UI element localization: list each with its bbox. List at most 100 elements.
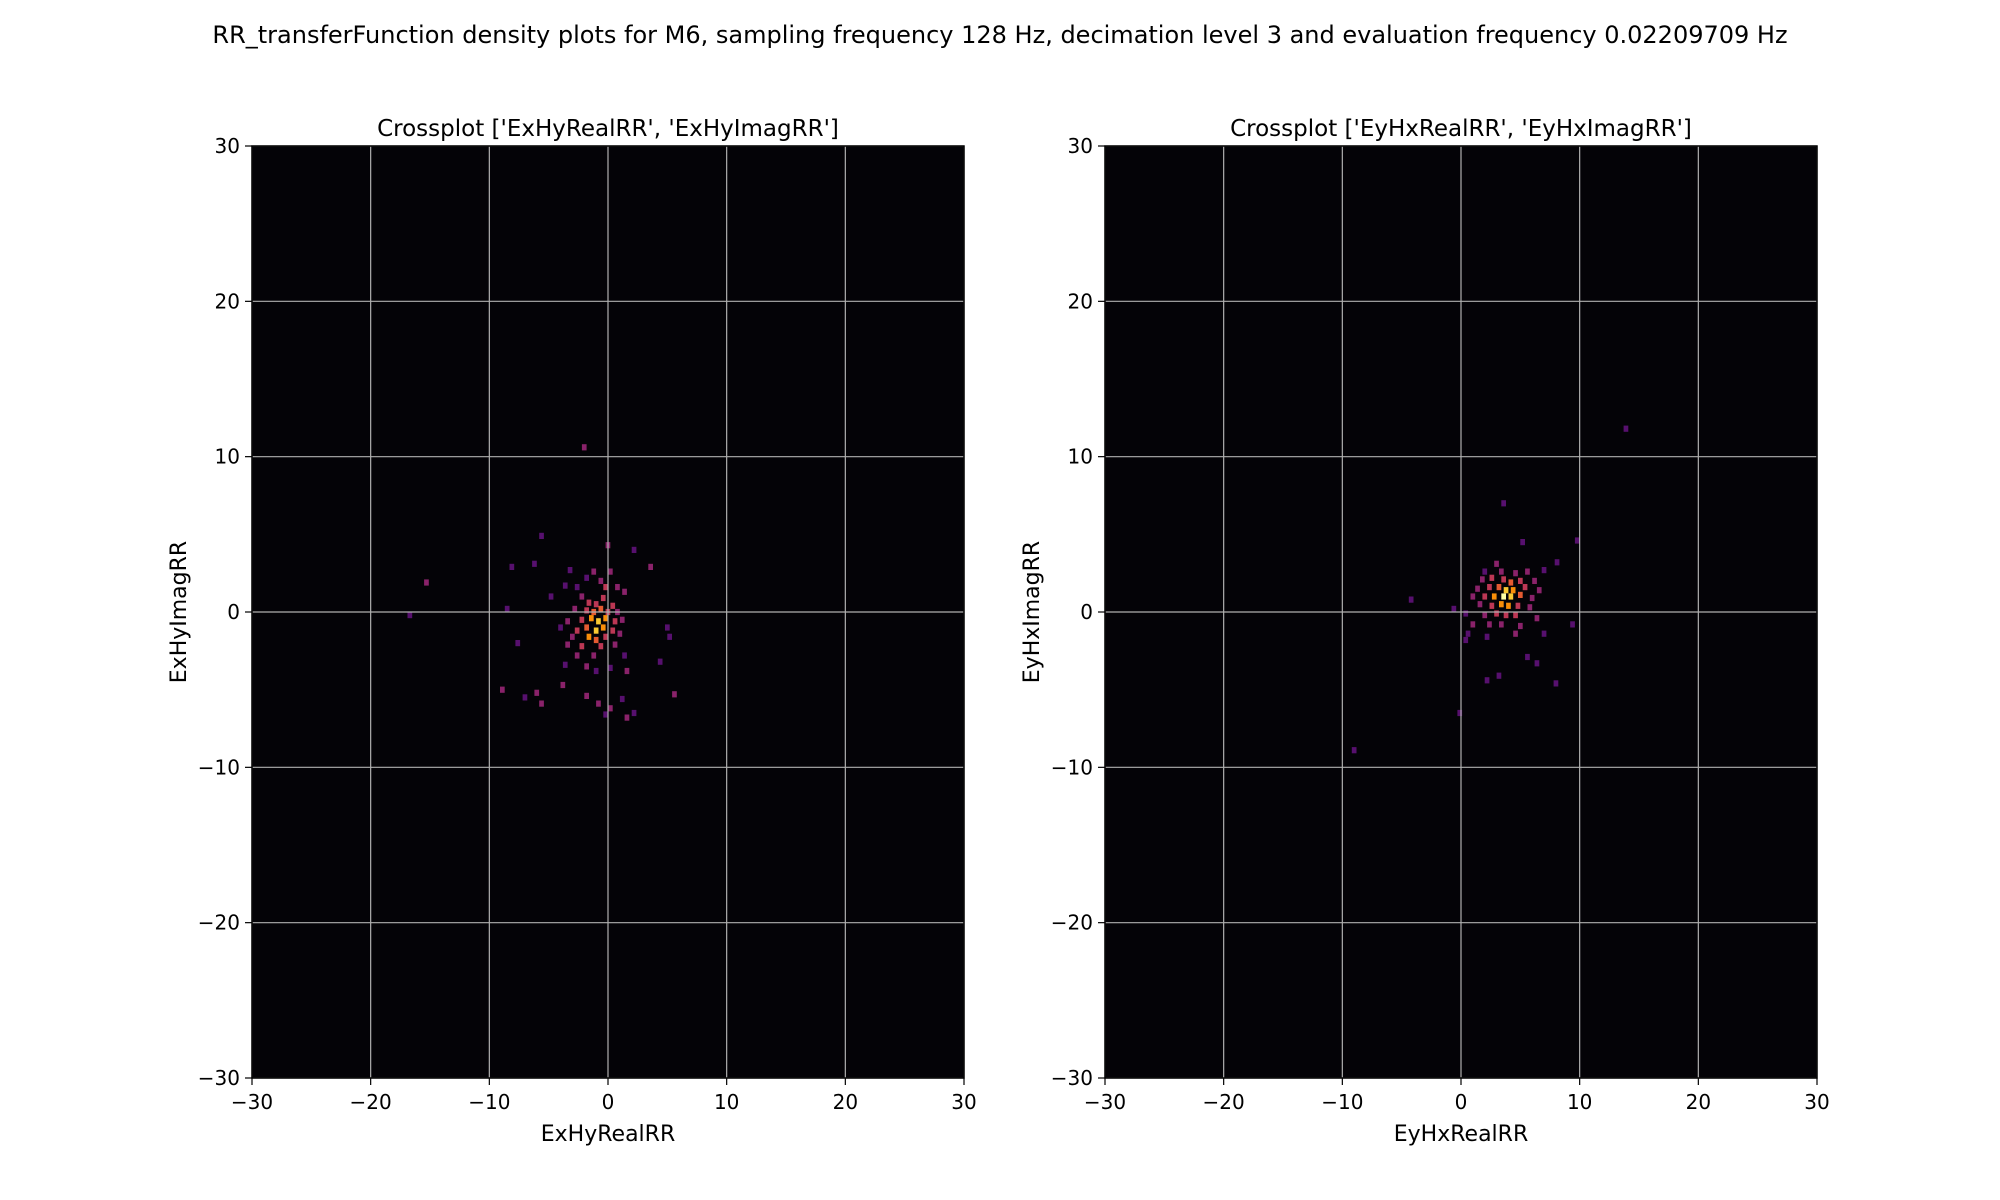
density-cell xyxy=(1351,747,1357,754)
density-cell xyxy=(1465,630,1471,637)
density-cell xyxy=(1522,584,1528,591)
density-cell xyxy=(1534,615,1540,622)
density-cell xyxy=(667,633,672,640)
density-cell xyxy=(424,579,429,586)
density-cell xyxy=(608,664,613,671)
density-cell xyxy=(589,615,594,622)
density-cell xyxy=(509,563,515,570)
crossplot-eyhx: −30 −20 −10 0 10 20 30 −30 −20 −10 0 10 20 30 Crossplo… xyxy=(1020,116,1830,1147)
y-tick-label: −10 xyxy=(198,755,240,779)
density-cell xyxy=(598,643,604,650)
density-cell xyxy=(1463,636,1469,644)
density-cell xyxy=(548,593,554,600)
density-cell xyxy=(1527,604,1533,611)
density-cell xyxy=(1503,587,1509,594)
density-cell xyxy=(1536,587,1542,594)
x-tick-label: −30 xyxy=(1084,1090,1126,1114)
density-cell xyxy=(1510,587,1516,594)
density-cell xyxy=(1470,593,1476,600)
y-tick-label: 20 xyxy=(1068,289,1093,313)
density-cell xyxy=(622,652,627,659)
density-cell xyxy=(1496,672,1502,679)
x-axis-label: ExHyRealRR xyxy=(541,1122,675,1147)
density-cell xyxy=(1494,610,1499,617)
density-cell xyxy=(610,627,616,634)
y-tick-label: 10 xyxy=(1068,445,1093,469)
density-cell xyxy=(612,618,618,625)
density-cell xyxy=(1484,633,1490,640)
density-cell xyxy=(591,652,597,659)
density-cell xyxy=(558,624,563,631)
density-cell xyxy=(593,601,599,608)
density-cell xyxy=(1518,622,1523,630)
density-cell xyxy=(584,663,589,670)
density-cell xyxy=(1494,560,1499,567)
density-cell xyxy=(1554,559,1560,566)
density-cell xyxy=(1482,568,1488,575)
x-tick-label: 20 xyxy=(833,1090,858,1114)
density-cell xyxy=(622,588,627,595)
density-cell xyxy=(1477,601,1483,608)
density-cell xyxy=(1487,621,1492,628)
density-cell xyxy=(574,627,580,634)
density-cell xyxy=(603,633,608,640)
density-cell xyxy=(1534,660,1540,667)
density-cell xyxy=(562,582,568,589)
x-tick-label: 30 xyxy=(951,1090,976,1114)
density-cell xyxy=(570,633,575,640)
y-tick-label: −30 xyxy=(1051,1066,1093,1090)
density-cell xyxy=(579,643,585,650)
y-tick-label: 30 xyxy=(1068,134,1093,158)
subplot-title: Crossplot ['EyHxRealRR', 'EyHxImagRR'] xyxy=(1230,116,1692,142)
density-cell xyxy=(1489,602,1495,609)
x-tick-label: −10 xyxy=(1321,1090,1363,1114)
density-cell xyxy=(522,694,528,701)
x-tick-label: 10 xyxy=(714,1090,739,1114)
subplot-title: Crossplot ['ExHyRealRR', 'ExHyImagRR'] xyxy=(377,116,839,142)
y-tick-label: −30 xyxy=(198,1066,240,1090)
x-tick-label: −20 xyxy=(1203,1090,1245,1114)
density-cell xyxy=(1484,677,1490,684)
density-cell xyxy=(1518,591,1523,598)
x-tick-label: 30 xyxy=(1804,1090,1829,1114)
density-cell xyxy=(579,593,585,600)
density-cell xyxy=(596,700,601,707)
x-tick-label: 10 xyxy=(1567,1090,1592,1114)
density-cell xyxy=(610,602,616,609)
x-tick-label: 0 xyxy=(602,1090,615,1114)
density-cell xyxy=(539,532,544,539)
density-cell xyxy=(574,584,580,591)
x-tick-label: −10 xyxy=(468,1090,510,1114)
density-cell xyxy=(657,658,663,665)
y-axis-label: EyHxImagRR xyxy=(1020,541,1045,683)
density-cell xyxy=(1487,584,1492,591)
density-cell xyxy=(1525,653,1530,661)
density-cell xyxy=(608,568,613,575)
density-cell xyxy=(567,567,573,574)
density-cell xyxy=(1570,621,1575,628)
density-cell xyxy=(648,563,653,570)
density-cell xyxy=(1513,630,1518,637)
density-cell xyxy=(1525,568,1530,575)
density-cell xyxy=(584,624,589,631)
density-cell xyxy=(598,605,604,612)
figure-title: RR_transferFunction density plots for M6… xyxy=(212,21,1787,49)
density-cell xyxy=(534,689,540,696)
density-cell xyxy=(596,618,601,625)
density-cell xyxy=(586,599,592,606)
density-cell xyxy=(539,700,544,707)
density-cell xyxy=(407,612,413,619)
density-cell xyxy=(1475,585,1480,592)
density-cell xyxy=(672,691,677,698)
density-cell xyxy=(600,594,606,602)
density-cell xyxy=(1508,593,1514,600)
density-cell xyxy=(1541,630,1547,637)
density-cell xyxy=(612,641,618,648)
density-cell xyxy=(574,652,580,659)
density-cell xyxy=(593,636,599,644)
density-cell xyxy=(1491,593,1497,600)
density-cell xyxy=(562,661,568,668)
density-cell xyxy=(1506,602,1511,609)
density-cell xyxy=(1501,576,1506,583)
